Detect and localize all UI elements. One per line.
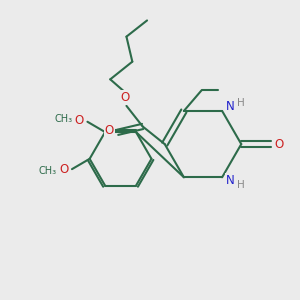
Text: O: O [105, 124, 114, 137]
Text: N: N [226, 100, 235, 113]
Text: CH₃: CH₃ [39, 167, 57, 176]
Text: H: H [237, 180, 245, 190]
Text: O: O [120, 91, 130, 104]
Text: H: H [237, 98, 245, 108]
Text: CH₃: CH₃ [54, 114, 72, 124]
Text: O: O [59, 163, 69, 176]
Text: O: O [75, 114, 84, 127]
Text: O: O [274, 138, 283, 151]
Text: N: N [226, 174, 235, 187]
